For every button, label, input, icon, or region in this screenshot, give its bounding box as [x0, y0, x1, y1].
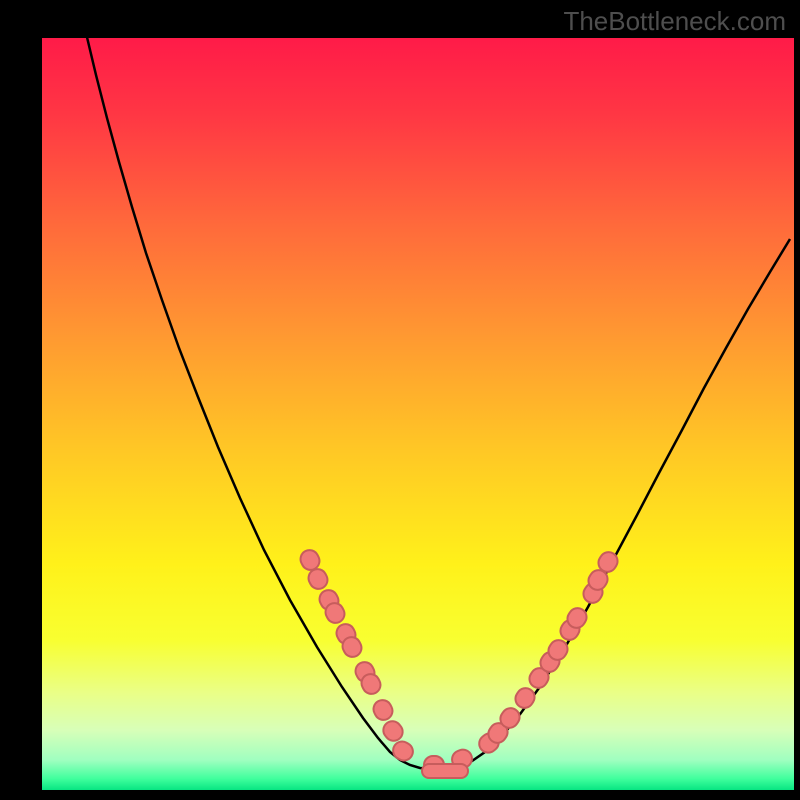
bottom-band — [422, 764, 468, 778]
gradient-panel — [42, 38, 794, 790]
watermark-text: TheBottleneck.com — [563, 6, 786, 37]
chart-container: TheBottleneck.com — [0, 0, 800, 800]
chart-svg — [0, 0, 800, 800]
